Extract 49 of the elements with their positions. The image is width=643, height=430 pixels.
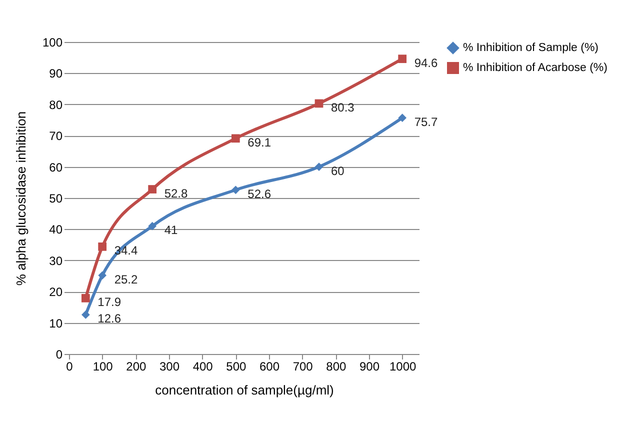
y-tick-label: 100 <box>42 36 63 50</box>
x-tick-label: 0 <box>66 360 74 374</box>
x-tick-label: 1000 <box>389 360 417 374</box>
x-tick-label: 800 <box>326 360 346 374</box>
x-tick-label: 100 <box>92 360 114 374</box>
point <box>98 242 107 251</box>
point <box>231 186 240 194</box>
point <box>314 162 324 171</box>
y-tick-label: 50 <box>49 192 63 206</box>
y-tick-label: 60 <box>49 160 63 174</box>
point <box>398 114 407 122</box>
x-tick-label: 400 <box>192 360 214 374</box>
data-label: 69.1 <box>248 135 272 150</box>
data-label: 12.6 <box>98 312 122 326</box>
y-tick-label: 70 <box>49 129 63 144</box>
data-label: 17.9 <box>98 295 122 310</box>
x-tick-label: 900 <box>359 360 380 374</box>
x-tick-label: 700 <box>292 360 314 374</box>
point <box>148 222 157 230</box>
data-label: 75.7 <box>414 114 438 129</box>
point <box>98 271 107 280</box>
y-tick-label: 30 <box>49 254 63 268</box>
y-tick-label: 40 <box>49 222 63 237</box>
data-label: 60 <box>331 164 345 178</box>
x-tick-label: 600 <box>259 360 280 374</box>
x-tick-label: 300 <box>159 360 180 374</box>
point <box>148 185 157 194</box>
x-tick-label: 200 <box>126 360 146 374</box>
legend-label: % Inhibition of Acarbose (%) <box>463 62 608 74</box>
point <box>314 99 324 108</box>
y-tick-label: 20 <box>49 285 63 300</box>
data-label: 52.8 <box>164 186 188 200</box>
y-tick-label: 90 <box>49 66 63 81</box>
x-tick-label: 500 <box>226 360 246 374</box>
data-label: 41 <box>164 223 178 238</box>
data-label: 80.3 <box>331 100 355 114</box>
y-axis-title: % alpha glucosidase inhibition <box>13 111 28 286</box>
y-tick-label: 80 <box>49 98 63 112</box>
legend-label: % Inhibition of Sample (%) <box>463 42 599 54</box>
data-label: 25.2 <box>114 272 138 286</box>
data-label: 52.6 <box>248 186 272 201</box>
y-tick-label: 0 <box>56 348 63 362</box>
data-label: 94.6 <box>414 56 438 70</box>
y-tick-label: 10 <box>49 316 63 330</box>
point <box>231 134 240 143</box>
point <box>81 310 90 319</box>
point <box>398 54 407 64</box>
x-axis-title: concentration of sample(µg/ml) <box>155 382 334 398</box>
point <box>81 294 90 302</box>
